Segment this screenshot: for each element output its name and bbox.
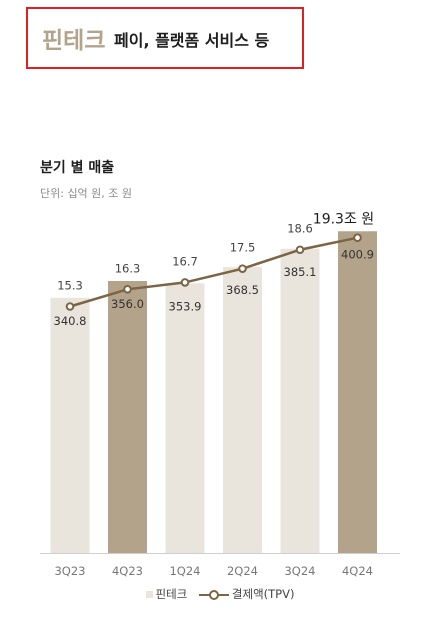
tpv-value-label: 16.3 — [115, 261, 141, 275]
x-tick-label: 2Q24 — [227, 564, 258, 578]
legend: 핀테크 결제액(TPV) — [0, 586, 440, 602]
tpv-value-label: 16.7 — [172, 254, 198, 268]
tpv-point — [65, 302, 75, 311]
bar-4Q23 — [108, 281, 147, 553]
x-tick-label: 3Q23 — [54, 564, 85, 578]
bar-value-label: 353.9 — [169, 299, 202, 313]
legend-swatch-line — [198, 589, 229, 600]
bar-3Q24 — [280, 248, 320, 553]
x-tick-label: 4Q23 — [112, 564, 143, 578]
unit-label: 단위: 십억 원, 조 원 — [40, 187, 133, 200]
bar-value-label: 400.9 — [341, 247, 374, 261]
bar-2Q24 — [223, 267, 262, 553]
tpv-value-label: 18.6 — [287, 222, 313, 236]
legend-item-fintech: 핀테크 — [145, 586, 188, 602]
bar-value-label: 368.5 — [226, 283, 259, 297]
legend-label-fintech: 핀테크 — [155, 587, 188, 601]
x-tick-label: 3Q24 — [284, 564, 315, 578]
legend-swatch-bar — [145, 591, 153, 598]
tpv-point — [123, 285, 132, 294]
heading-main: 핀테크 — [42, 28, 106, 54]
legend-label-tpv: 결제액(TPV) — [231, 587, 295, 601]
heading-box: 핀테크 페이, 플랫폼 서비스 등 — [26, 7, 304, 69]
bar-3Q23 — [50, 297, 90, 553]
chart-title: 분기 별 매출 — [40, 160, 115, 176]
bar-value-label: 385.1 — [284, 265, 317, 279]
x-tick-label: 1Q24 — [169, 564, 200, 578]
legend-item-tpv: 결제액(TPV) — [198, 586, 295, 602]
tpv-point — [180, 278, 190, 287]
bar-value-label: 356.0 — [111, 297, 144, 311]
tpv-value-label: 17.5 — [230, 241, 256, 255]
tpv-value-label: 19.3조 원 — [313, 212, 374, 228]
tpv-point — [295, 245, 305, 255]
x-tick-label: 4Q24 — [342, 564, 373, 578]
tpv-value-label: 15.3 — [57, 279, 83, 293]
bar-value-label: 340.8 — [54, 314, 87, 328]
bar-1Q24 — [165, 283, 205, 553]
tpv-point — [353, 233, 362, 242]
bar-4Q24 — [338, 231, 377, 553]
tpv-point — [238, 264, 247, 273]
heading-rest: 페이, 플랫폼 서비스 등 — [114, 31, 270, 50]
tpv-series-line — [69, 236, 358, 308]
